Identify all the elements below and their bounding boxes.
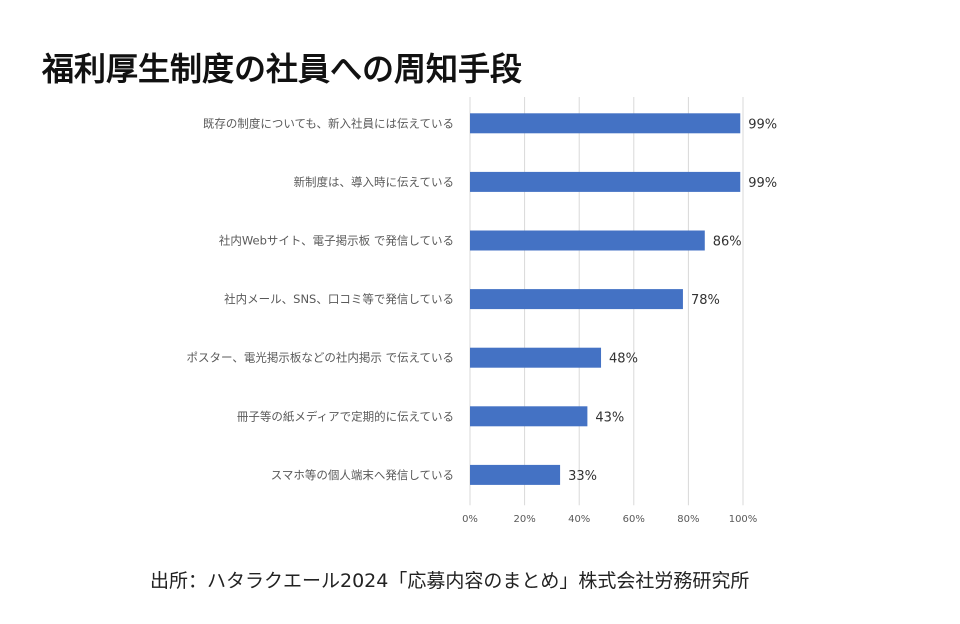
- bar: [470, 289, 683, 309]
- x-tick-label: 20%: [513, 514, 535, 525]
- x-axis-tick-labels: 0% 20% 40% 60% 80% 100%: [462, 514, 757, 525]
- category-label: スマホ等の個人端末へ発信している: [271, 468, 454, 482]
- data-label: 86%: [713, 235, 742, 250]
- x-tick-label: 40%: [568, 514, 590, 525]
- bar: [470, 406, 587, 426]
- category-labels: 既存の制度についても、新入社員には伝えている新制度は、導入時に伝えている社内We…: [187, 116, 454, 482]
- bar: [470, 465, 560, 485]
- bar-chart: 既存の制度についても、新入社員には伝えている新制度は、導入時に伝えている社内We…: [0, 0, 960, 624]
- data-label: 48%: [609, 352, 638, 367]
- bar: [470, 348, 601, 368]
- category-label: ポスター、電光掲示板などの社内掲示 で伝えている: [187, 351, 454, 365]
- data-label: 99%: [748, 117, 777, 132]
- bar: [470, 113, 740, 133]
- x-tick-label: 0%: [462, 514, 478, 525]
- x-tick-label: 100%: [729, 514, 758, 525]
- bar: [470, 231, 705, 251]
- data-label: 99%: [748, 176, 777, 191]
- data-label: 43%: [595, 410, 624, 425]
- category-label: 新制度は、導入時に伝えている: [294, 175, 454, 189]
- data-label: 33%: [568, 469, 597, 484]
- source-note: 出所：ハタラクエール2024「応募内容のまとめ」株式会社労務研究所: [150, 566, 749, 593]
- data-label: 78%: [691, 293, 720, 308]
- bar: [470, 172, 740, 192]
- x-tick-label: 60%: [623, 514, 645, 525]
- category-label: 社内Webサイト、電子掲示板 で発信している: [219, 234, 454, 248]
- category-label: 既存の制度についても、新入社員には伝えている: [203, 116, 454, 130]
- category-label: 社内メール、SNS、口コミ等で発信している: [224, 292, 454, 306]
- category-label: 冊子等の紙メディアで定期的に伝えている: [237, 409, 454, 423]
- x-tick-label: 80%: [677, 514, 699, 525]
